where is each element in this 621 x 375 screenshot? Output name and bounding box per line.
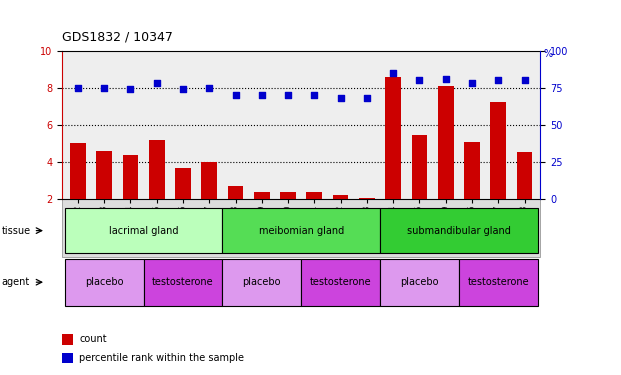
- Point: [520, 77, 530, 83]
- Text: GDS1832 / 10347: GDS1832 / 10347: [62, 30, 173, 43]
- Bar: [491, 102, 506, 199]
- Bar: [70, 143, 86, 199]
- Bar: [201, 162, 217, 199]
- Bar: [280, 192, 296, 199]
- Point: [309, 92, 319, 98]
- Point: [178, 86, 188, 92]
- Bar: [96, 151, 112, 199]
- Bar: [306, 192, 322, 199]
- Point: [388, 70, 398, 76]
- Point: [99, 85, 109, 91]
- Text: placebo: placebo: [85, 277, 124, 287]
- Point: [257, 92, 267, 98]
- Text: count: count: [79, 334, 107, 344]
- Text: submandibular gland: submandibular gland: [407, 226, 510, 236]
- Point: [362, 95, 372, 101]
- Bar: [254, 192, 270, 199]
- Point: [125, 86, 135, 92]
- Point: [283, 92, 293, 98]
- Point: [152, 80, 161, 86]
- Bar: [359, 198, 374, 199]
- Text: meibomian gland: meibomian gland: [258, 226, 344, 236]
- Bar: [333, 195, 348, 199]
- Point: [335, 95, 345, 101]
- Point: [493, 77, 503, 83]
- Bar: [149, 140, 165, 199]
- Point: [73, 85, 83, 91]
- Bar: [385, 76, 401, 199]
- Text: percentile rank within the sample: percentile rank within the sample: [79, 353, 245, 363]
- Bar: [228, 186, 243, 199]
- Point: [230, 92, 240, 98]
- Bar: [464, 142, 480, 199]
- Bar: [412, 135, 427, 199]
- Bar: [438, 86, 453, 199]
- Text: %: %: [543, 49, 553, 59]
- Text: testosterone: testosterone: [310, 277, 371, 287]
- Point: [467, 80, 477, 86]
- Text: agent: agent: [2, 277, 30, 287]
- Bar: [517, 153, 532, 199]
- Text: testosterone: testosterone: [152, 277, 214, 287]
- Bar: [175, 168, 191, 199]
- Point: [204, 85, 214, 91]
- Text: placebo: placebo: [243, 277, 281, 287]
- Text: lacrimal gland: lacrimal gland: [109, 226, 178, 236]
- Text: tissue: tissue: [2, 226, 31, 236]
- Point: [414, 77, 424, 83]
- Bar: [122, 155, 138, 199]
- Point: [441, 76, 451, 82]
- Text: placebo: placebo: [400, 277, 438, 287]
- Text: testosterone: testosterone: [468, 277, 529, 287]
